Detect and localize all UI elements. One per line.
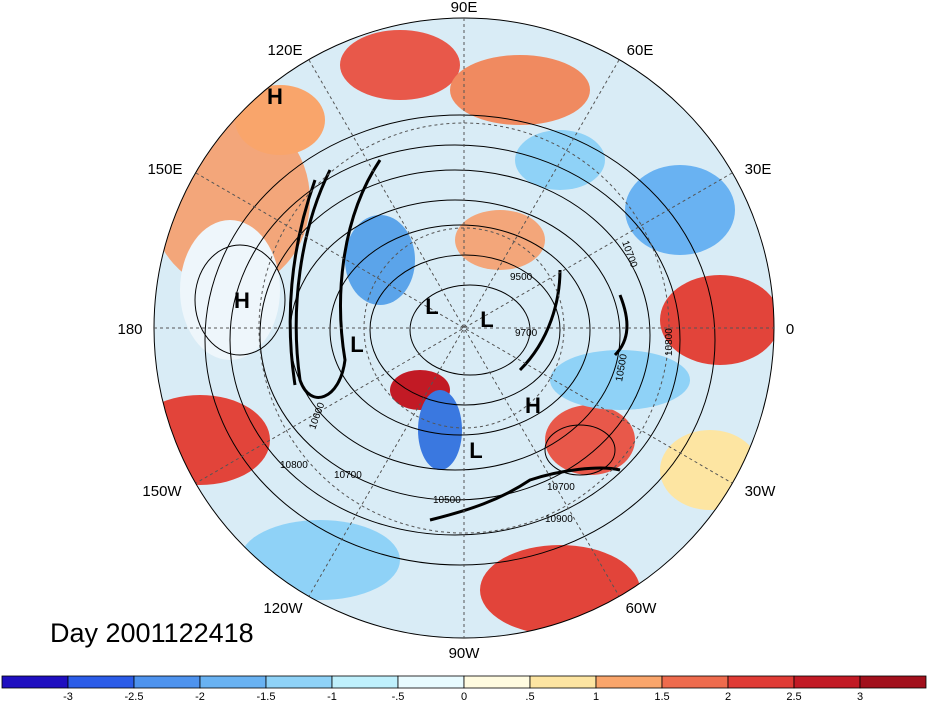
day-label: Day 2001122418 — [50, 618, 254, 648]
colorbar-box — [661, 675, 729, 689]
lon-label-30w: 30W — [745, 483, 777, 500]
colorbar-boxes — [1, 675, 927, 689]
colorbar-label: -3 — [63, 691, 73, 702]
colorbar-box — [727, 675, 795, 689]
colorbar-label: 2.5 — [786, 691, 801, 702]
lon-label-150e: 150E — [147, 161, 182, 178]
polar-map: 90E 60E 30E 0 30W 60W 90W 120W 150W 180 … — [117, 0, 794, 662]
lon-label-180: 180 — [117, 321, 142, 338]
lon-label-60w: 60W — [626, 600, 658, 617]
colorbar-label: -2 — [195, 691, 205, 702]
colorbar-label: 1 — [593, 691, 599, 702]
lon-label-120e: 120E — [267, 42, 302, 59]
lon-label-150w: 150W — [142, 483, 182, 500]
colorbar-box — [529, 675, 597, 689]
colorbar-box — [595, 675, 663, 689]
colorbar-box — [397, 675, 465, 689]
contour-label: 10500 — [433, 495, 461, 506]
colorbar-labels: -3 -2.5 -2 -1.5 -1 -.5 0 .5 1 1.5 2 2.5 3 — [63, 691, 863, 702]
colorbar-box — [199, 675, 267, 689]
colorbar-box — [463, 675, 531, 689]
graticule — [154, 18, 774, 638]
colorbar-label: -2.5 — [125, 691, 144, 702]
colorbar-label: 3 — [857, 691, 863, 702]
contour-label: 9700 — [515, 328, 538, 339]
colorbar-box — [67, 675, 135, 689]
contour-label: 10900 — [545, 514, 573, 525]
lon-label-30e: 30E — [745, 161, 772, 178]
colorbar-box — [133, 675, 201, 689]
colorbar-box — [1, 675, 69, 689]
low-center: L — [480, 307, 493, 332]
colorbar-label: 1.5 — [654, 691, 669, 702]
high-center: H — [267, 84, 283, 109]
contour-label: 10500 — [614, 353, 630, 383]
low-center: L — [425, 294, 438, 319]
colorbar-box — [793, 675, 861, 689]
height-contours — [194, 114, 716, 566]
contour-label: 10800 — [664, 328, 675, 356]
lon-label-60e: 60E — [627, 42, 654, 59]
contour-label: 10700 — [334, 470, 362, 481]
colorbar: -3 -2.5 -2 -1.5 -1 -.5 0 .5 1 1.5 2 2.5 3 — [1, 675, 927, 702]
colorbar-box — [859, 675, 927, 689]
colorbar-label: -1 — [327, 691, 337, 702]
lon-label-90e: 90E — [451, 0, 478, 16]
jet-contours — [288, 159, 629, 522]
high-center: H — [234, 288, 250, 313]
colorbar-box — [331, 675, 399, 689]
colorbar-label: -1.5 — [257, 691, 276, 702]
low-center: L — [350, 332, 363, 357]
colorbar-label: .5 — [525, 691, 534, 702]
colorbar-label: 0 — [461, 691, 467, 702]
lon-label-120w: 120W — [263, 600, 303, 617]
colorbar-box — [265, 675, 333, 689]
colorbar-label: -.5 — [392, 691, 405, 702]
contour-label: 10700 — [547, 482, 575, 493]
lon-label-0: 0 — [786, 321, 794, 338]
lon-label-90w: 90W — [449, 645, 481, 662]
contour-label: 10800 — [280, 460, 308, 471]
anomaly-field — [154, 18, 774, 638]
contour-label: 9500 — [510, 272, 533, 283]
low-center: L — [469, 438, 482, 463]
colorbar-label: 2 — [725, 691, 731, 702]
high-center: H — [525, 393, 541, 418]
